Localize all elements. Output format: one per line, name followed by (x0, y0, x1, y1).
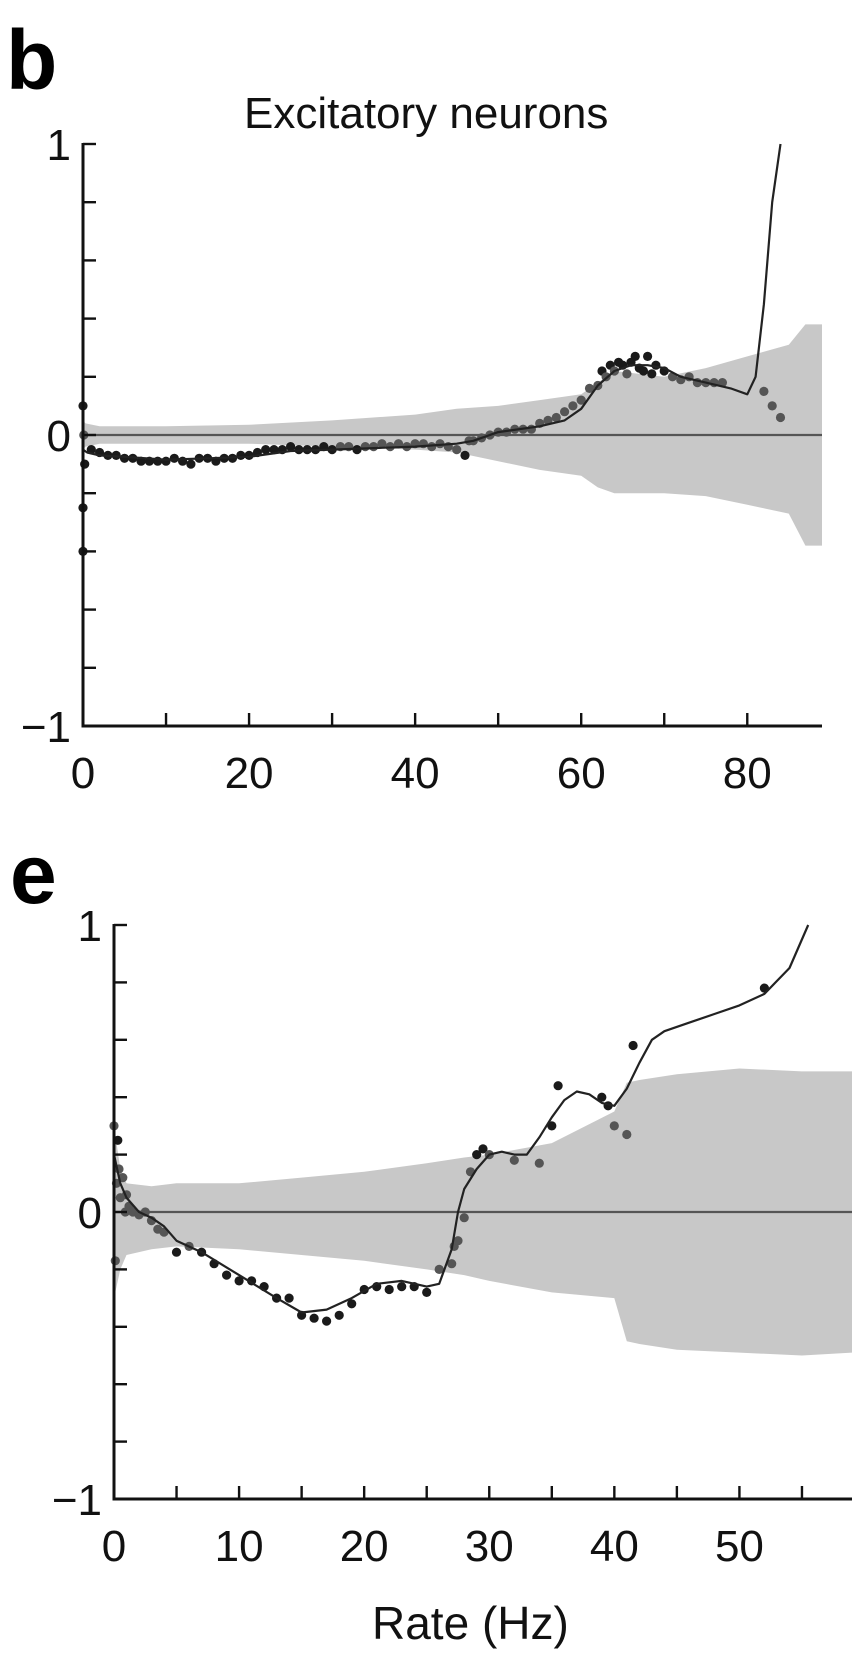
x-tick-label: 60 (557, 749, 606, 798)
data-point (584, 383, 595, 393)
data-point (447, 1259, 457, 1269)
data-point (222, 1270, 232, 1280)
x-tick-label: 20 (340, 1522, 389, 1571)
data-point (547, 1121, 557, 1131)
data-point (460, 450, 470, 460)
data-point (347, 1299, 357, 1309)
data-point (384, 1284, 394, 1295)
data-point (261, 445, 271, 455)
data-point (434, 1264, 444, 1274)
data-point (775, 412, 786, 423)
x-tick-label: 0 (102, 1522, 126, 1571)
x-tick-label: 0 (71, 749, 95, 798)
chart-panel-b: 10−10 20 40 60 80 (21, 121, 822, 798)
data-point (80, 459, 90, 469)
data-point (234, 1276, 244, 1286)
data-point (393, 439, 404, 449)
data-point (568, 401, 578, 411)
data-point (638, 366, 649, 376)
fit-line (112, 924, 810, 1314)
y-tick-label: −1 (52, 1476, 102, 1525)
data-point (576, 395, 586, 405)
data-point (560, 407, 570, 417)
data-point (397, 1282, 407, 1292)
data-point (186, 459, 196, 469)
data-point (622, 369, 632, 379)
data-point (171, 1247, 182, 1257)
data-point (622, 1129, 632, 1140)
data-point (597, 1092, 607, 1102)
data-point (422, 1287, 432, 1297)
data-point (767, 401, 777, 411)
data-point (286, 442, 296, 452)
data-point (161, 456, 171, 466)
panel-letter-e: e (10, 827, 57, 921)
data-point (322, 1316, 332, 1326)
y-tick-label: 1 (47, 121, 71, 170)
fit-line (82, 143, 782, 461)
y-tick-label: −1 (21, 703, 71, 752)
data-point (369, 442, 379, 452)
chart-panel-e: 10−10 10 20 30 40 50 (52, 902, 852, 1571)
data-point (551, 412, 561, 423)
data-point (553, 1081, 563, 1091)
x-tick-label: 20 (225, 749, 274, 798)
data-point (759, 386, 769, 396)
panel-letter-b: b (6, 13, 58, 107)
data-point (647, 369, 657, 379)
y-tick-label: 1 (78, 902, 102, 951)
x-axis-label: Rate (Hz) (372, 1597, 569, 1649)
x-tick-label: 10 (215, 1522, 264, 1571)
x-tick-label: 40 (590, 1522, 639, 1571)
data-point (609, 1121, 619, 1131)
data-point (119, 453, 130, 463)
data-point (628, 1040, 638, 1051)
data-point (334, 1310, 344, 1320)
data-point (294, 445, 304, 455)
data-point (360, 442, 370, 452)
chart-title: Excitatory neurons (244, 89, 609, 138)
data-point (472, 1150, 482, 1160)
x-tick-label: 50 (715, 1522, 764, 1571)
x-tick-label: 30 (465, 1522, 514, 1571)
data-point (459, 1213, 469, 1223)
y-tick-label: 0 (47, 412, 71, 461)
data-point (509, 1155, 519, 1165)
data-point (452, 445, 462, 455)
data-point (453, 1236, 463, 1246)
x-tick-label: 40 (391, 749, 440, 798)
data-point (236, 450, 246, 460)
data-point (377, 439, 387, 449)
x-tick-label: 80 (723, 749, 772, 798)
data-point (534, 1158, 544, 1168)
data-point (284, 1293, 294, 1303)
y-tick-label: 0 (78, 1189, 102, 1238)
data-point (478, 1144, 488, 1154)
data-point (309, 1313, 319, 1323)
data-point (169, 453, 179, 463)
data-point (630, 351, 640, 361)
data-point (643, 351, 653, 361)
